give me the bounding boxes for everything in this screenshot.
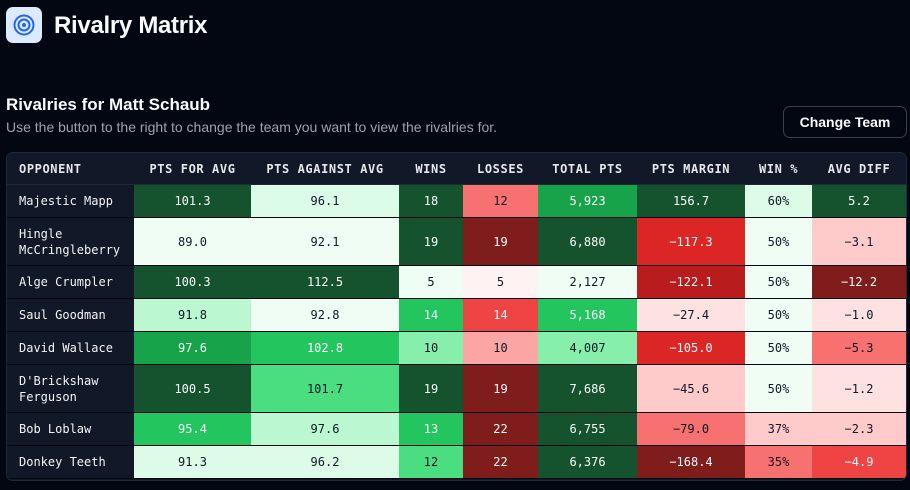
- column-header-total-pts[interactable]: TOTAL PTS: [538, 153, 637, 185]
- cell-pts-margin: −168.4: [637, 445, 745, 479]
- cell-losses: 22: [463, 412, 538, 446]
- cell-pts-against-avg: 112.5: [251, 265, 399, 299]
- table-header-row: OPPONENT PTS FOR AVG PTS AGAINST AVG WIN…: [7, 153, 906, 185]
- cell-pts-against-avg: 96.1: [251, 184, 399, 218]
- column-header-win-pct[interactable]: WIN %: [745, 153, 812, 185]
- app-title: Rivalry Matrix: [54, 12, 208, 39]
- cell-total-pts: 6,755: [538, 412, 637, 446]
- target-icon: [13, 14, 35, 36]
- cell-pts-for-avg: 100.5: [134, 364, 251, 413]
- cell-losses: 5: [463, 265, 538, 299]
- cell-wins: 12: [399, 445, 463, 479]
- cell-losses: 12: [463, 184, 538, 218]
- rivalry-table: OPPONENT PTS FOR AVG PTS AGAINST AVG WIN…: [7, 153, 906, 479]
- cell-pts-for-avg: 95.4: [134, 412, 251, 446]
- cell-total-pts: 7,686: [538, 364, 637, 413]
- cell-win-pct: 50%: [745, 331, 812, 365]
- column-header-pts-for-avg[interactable]: PTS FOR AVG: [134, 153, 251, 185]
- cell-avg-diff: −2.3: [812, 412, 906, 446]
- cell-win-pct: 50%: [745, 364, 812, 413]
- section-title: Rivalries for Matt Schaub: [6, 95, 211, 114]
- table-row[interactable]: Majestic Mapp 101.3 96.1 18 12 5,923 156.7 60% 5…: [7, 184, 906, 218]
- section-subtitle: Use the button to the right to change th…: [6, 119, 498, 135]
- cell-losses: 19: [463, 364, 538, 413]
- cell-avg-diff: −3.1: [812, 217, 906, 266]
- cell-pts-against-avg: 92.1: [251, 217, 399, 266]
- cell-win-pct: 50%: [745, 298, 812, 332]
- opponent-name: Saul Goodman: [7, 298, 134, 332]
- rivalry-table-container: OPPONENT PTS FOR AVG PTS AGAINST AVG WIN…: [6, 152, 907, 481]
- cell-pts-against-avg: 101.7: [251, 364, 399, 413]
- table-row[interactable]: Saul Goodman 91.8 92.8 14 14 5,168 −27.4 50% −1.…: [7, 298, 906, 332]
- table-row[interactable]: Alge Crumpler 100.3 112.5 5 5 2,127 −122.1 50% −…: [7, 265, 906, 299]
- opponent-name: Donkey Teeth: [7, 445, 134, 479]
- cell-pts-for-avg: 91.3: [134, 445, 251, 479]
- cell-total-pts: 6,880: [538, 217, 637, 266]
- column-header-losses[interactable]: LOSSES: [463, 153, 538, 185]
- cell-avg-diff: 5.2: [812, 184, 906, 218]
- cell-total-pts: 5,923: [538, 184, 637, 218]
- cell-total-pts: 2,127: [538, 265, 637, 299]
- cell-pts-for-avg: 100.3: [134, 265, 251, 299]
- cell-pts-margin: −105.0: [637, 331, 745, 365]
- cell-wins: 10: [399, 331, 463, 365]
- column-header-pts-against-avg[interactable]: PTS AGAINST AVG: [251, 153, 399, 185]
- cell-pts-against-avg: 96.2: [251, 445, 399, 479]
- column-header-wins[interactable]: WINS: [399, 153, 463, 185]
- cell-wins: 19: [399, 217, 463, 266]
- cell-pts-for-avg: 101.3: [134, 184, 251, 218]
- cell-win-pct: 60%: [745, 184, 812, 218]
- cell-total-pts: 5,168: [538, 298, 637, 332]
- cell-losses: 10: [463, 331, 538, 365]
- cell-avg-diff: −12.2: [812, 265, 906, 299]
- cell-win-pct: 50%: [745, 265, 812, 299]
- cell-avg-diff: −1.0: [812, 298, 906, 332]
- app-logo: [6, 7, 42, 43]
- cell-pts-against-avg: 92.8: [251, 298, 399, 332]
- cell-wins: 5: [399, 265, 463, 299]
- cell-pts-against-avg: 102.8: [251, 331, 399, 365]
- table-row[interactable]: D'Brickshaw Ferguson 100.5 101.7 19 19 7,686−…: [7, 364, 906, 413]
- table-row[interactable]: Donkey Teeth 91.3 96.2 12 22 6,376 −168.4 35% −4…: [7, 445, 906, 479]
- cell-pts-margin: −122.1: [637, 265, 745, 299]
- change-team-button[interactable]: Change Team: [783, 106, 907, 138]
- cell-pts-margin: −117.3: [637, 217, 745, 266]
- cell-wins: 19: [399, 364, 463, 413]
- cell-total-pts: 6,376: [538, 445, 637, 479]
- opponent-name: D'Brickshaw Ferguson: [7, 364, 134, 413]
- opponent-name: Alge Crumpler: [7, 265, 134, 299]
- cell-pts-for-avg: 91.8: [134, 298, 251, 332]
- opponent-name: Hingle McCringleberry: [7, 217, 134, 266]
- cell-losses: 22: [463, 445, 538, 479]
- cell-win-pct: 35%: [745, 445, 812, 479]
- cell-avg-diff: −1.2: [812, 364, 906, 413]
- opponent-name: Majestic Mapp: [7, 184, 134, 218]
- cell-pts-margin: −79.0: [637, 412, 745, 446]
- opponent-name: David Wallace: [7, 331, 134, 365]
- cell-wins: 14: [399, 298, 463, 332]
- cell-pts-margin: −45.6: [637, 364, 745, 413]
- cell-avg-diff: −5.3: [812, 331, 906, 365]
- table-row[interactable]: David Wallace 97.6 102.8 10 10 4,007 −105.0 50%…: [7, 331, 906, 365]
- cell-losses: 19: [463, 217, 538, 266]
- table-row[interactable]: Hingle McCringleberry 89.0 92.1 19 19 6,880 −1…: [7, 217, 906, 266]
- cell-pts-margin: 156.7: [637, 184, 745, 218]
- cell-pts-for-avg: 97.6: [134, 331, 251, 365]
- column-header-opponent[interactable]: OPPONENT: [7, 153, 134, 185]
- column-header-pts-margin[interactable]: PTS MARGIN: [637, 153, 745, 185]
- opponent-name: Bob Loblaw: [7, 412, 134, 446]
- cell-pts-against-avg: 97.6: [251, 412, 399, 446]
- column-header-avg-diff[interactable]: AVG DIFF: [812, 153, 906, 185]
- cell-avg-diff: −4.9: [812, 445, 906, 479]
- cell-win-pct: 37%: [745, 412, 812, 446]
- table-row[interactable]: Bob Loblaw 95.4 97.6 13 22 6,755 −79.0 37% −2.3: [7, 412, 906, 446]
- cell-wins: 13: [399, 412, 463, 446]
- cell-pts-margin: −27.4: [637, 298, 745, 332]
- cell-wins: 18: [399, 184, 463, 218]
- cell-win-pct: 50%: [745, 217, 812, 266]
- cell-losses: 14: [463, 298, 538, 332]
- cell-pts-for-avg: 89.0: [134, 217, 251, 266]
- cell-total-pts: 4,007: [538, 331, 637, 365]
